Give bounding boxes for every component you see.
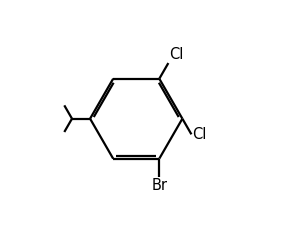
Text: Cl: Cl: [192, 127, 207, 142]
Text: Cl: Cl: [169, 47, 184, 62]
Text: Br: Br: [151, 178, 167, 193]
